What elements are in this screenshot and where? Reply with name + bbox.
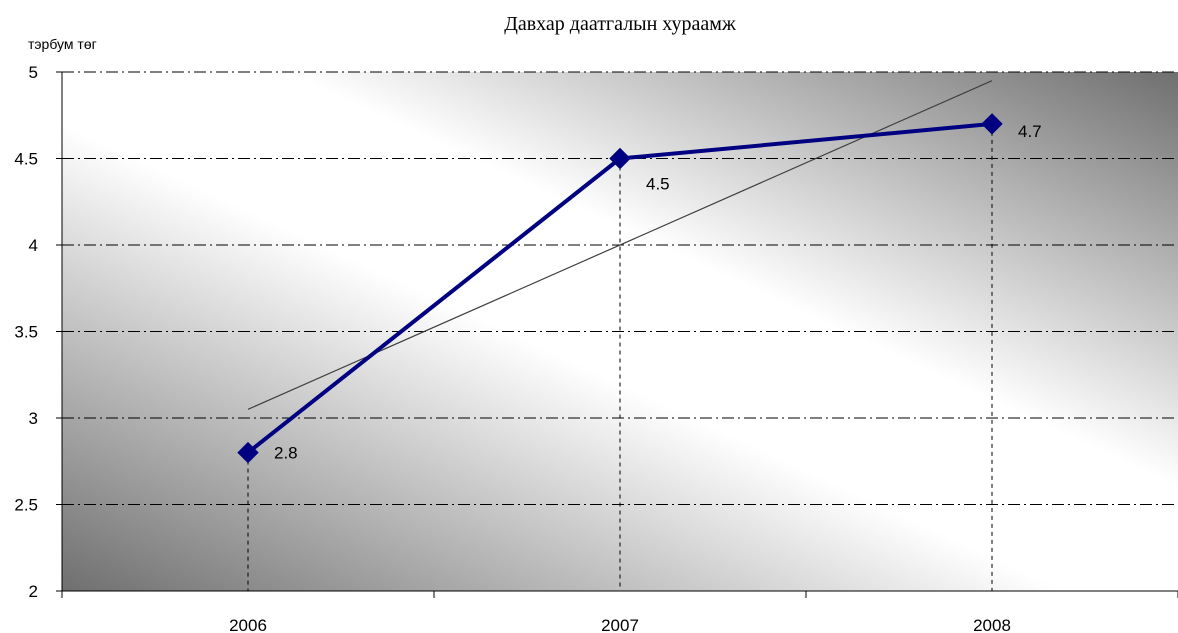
data-label: 4.7	[1018, 122, 1042, 141]
y-axis-unit-label: тэрбум төг	[28, 36, 97, 52]
y-tick-label: 3	[29, 409, 38, 428]
x-axis-ticks: 2006 2007 2008	[61, 591, 1178, 633]
data-point-marker	[981, 113, 1003, 135]
y-tick-label: 3.5	[14, 323, 38, 342]
x-tick-label: 2006	[229, 616, 267, 633]
data-label: 4.5	[646, 175, 670, 194]
y-tick-label: 2.5	[14, 496, 38, 515]
y-tick-label: 4.5	[14, 150, 38, 169]
data-point-marker	[237, 441, 259, 464]
x-tick-label: 2008	[973, 616, 1011, 633]
y-tick-label: 4	[29, 236, 38, 255]
chart-title: Давхар даатгалын хураамж	[504, 13, 736, 35]
data-labels: 2.8 4.5 4.7	[274, 122, 1042, 463]
data-point-marker	[609, 147, 631, 170]
data-label: 2.8	[274, 444, 298, 463]
x-tick-label: 2007	[601, 616, 639, 633]
series-layer	[237, 113, 1003, 464]
y-axis-ticks: 2 2.5 3 3.5 4 4.5 5	[14, 63, 62, 601]
y-tick-label: 5	[29, 63, 38, 82]
y-tick-label: 2	[29, 582, 38, 601]
drop-lines	[247, 123, 993, 591]
